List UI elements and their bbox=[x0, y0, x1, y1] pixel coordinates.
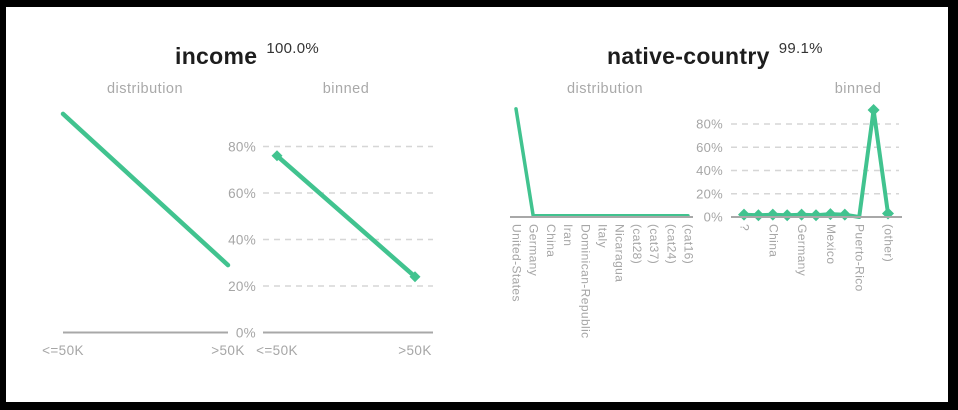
x-tick-label: >50K bbox=[398, 343, 432, 358]
marker-diamond bbox=[781, 209, 794, 222]
subtitle-income-distribution: distribution bbox=[106, 81, 184, 97]
marker-diamond bbox=[752, 209, 765, 222]
marker-diamond bbox=[738, 208, 750, 221]
x-tick-label: United-States bbox=[510, 224, 524, 302]
marker-diamond bbox=[810, 209, 822, 222]
y-tick-label: 80% bbox=[228, 139, 256, 154]
x-tick-label: ? bbox=[738, 224, 752, 231]
native-country-binned-line bbox=[742, 108, 890, 219]
x-tick-label: China bbox=[544, 224, 558, 257]
x-tick-label: Nicaragua bbox=[613, 224, 627, 282]
marker-diamond bbox=[766, 208, 779, 221]
x-tick-label: Mexico bbox=[824, 224, 838, 264]
y-tick-label: 40% bbox=[696, 163, 723, 178]
y-tick-label: 0% bbox=[704, 210, 724, 225]
x-tick-label: (other) bbox=[882, 224, 896, 262]
chart-income-binned: 80% 60% 40% 20% 0%<=50K >50K bbox=[228, 139, 433, 358]
income-binned-line bbox=[274, 153, 418, 279]
x-tick-label: Dominican-Republic bbox=[578, 224, 592, 339]
y-tick-label: 60% bbox=[696, 140, 723, 155]
feature-name: income bbox=[175, 43, 258, 69]
x-tick-label: Germany bbox=[527, 224, 541, 276]
income-distribution-line bbox=[60, 111, 231, 268]
chart-native-country-distribution: United-States Germany China Iran Dominican-R… bbox=[510, 107, 696, 339]
x-tick-label: >50K bbox=[211, 343, 245, 358]
feature-score-badge: 99.1% bbox=[778, 40, 823, 57]
feature-title-native-country: native-country 99.1% bbox=[607, 41, 823, 68]
chart-native-country-binned: 80% 60% 40% 20% 0%? China Germany Mexico Puerto-… bbox=[696, 104, 902, 292]
marker-diamond bbox=[838, 208, 851, 221]
subtitle-income-binned: binned bbox=[322, 81, 370, 97]
y-tick-label: 20% bbox=[228, 279, 256, 294]
marker-diamond bbox=[867, 104, 880, 117]
x-tick-label: (cat28) bbox=[630, 224, 644, 264]
x-tick-label: (cat16) bbox=[682, 224, 696, 264]
x-tick-label: (cat37) bbox=[647, 224, 661, 264]
marker-diamond bbox=[409, 271, 421, 283]
chart-income-distribution: <=50K >50K bbox=[42, 111, 245, 358]
y-tick-label: 80% bbox=[696, 117, 723, 132]
native-country-distribution-line bbox=[514, 107, 690, 218]
y-tick-label: 0% bbox=[236, 325, 256, 340]
y-tick-label: 20% bbox=[696, 186, 723, 201]
marker-diamond bbox=[824, 208, 837, 221]
x-tick-label: China bbox=[766, 224, 780, 257]
x-tick-label: Italy bbox=[596, 224, 610, 248]
feature-title-income: income 100.0% bbox=[175, 41, 319, 68]
x-tick-label: Germany bbox=[795, 224, 809, 276]
feature-score-badge: 100.0% bbox=[266, 40, 320, 57]
x-tick-label: (cat24) bbox=[664, 224, 678, 264]
x-tick-label: Iran bbox=[561, 224, 575, 246]
x-tick-label: Puerto-Rico bbox=[853, 224, 867, 292]
y-tick-label: 40% bbox=[228, 232, 256, 247]
marker-diamond bbox=[795, 208, 808, 221]
subtitle-native-country-distribution: distribution bbox=[566, 81, 644, 97]
marker-diamond bbox=[271, 150, 283, 162]
subtitle-native-country-binned: binned bbox=[834, 81, 882, 97]
feature-name: native-country bbox=[607, 43, 770, 69]
x-tick-label: <=50K bbox=[256, 343, 298, 358]
x-tick-label: <=50K bbox=[42, 343, 84, 358]
y-tick-label: 60% bbox=[228, 186, 256, 201]
